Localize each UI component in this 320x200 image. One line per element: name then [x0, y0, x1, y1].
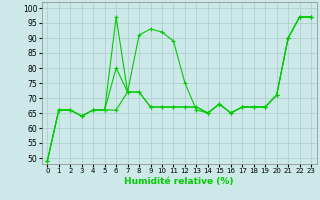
X-axis label: Humidité relative (%): Humidité relative (%) [124, 177, 234, 186]
